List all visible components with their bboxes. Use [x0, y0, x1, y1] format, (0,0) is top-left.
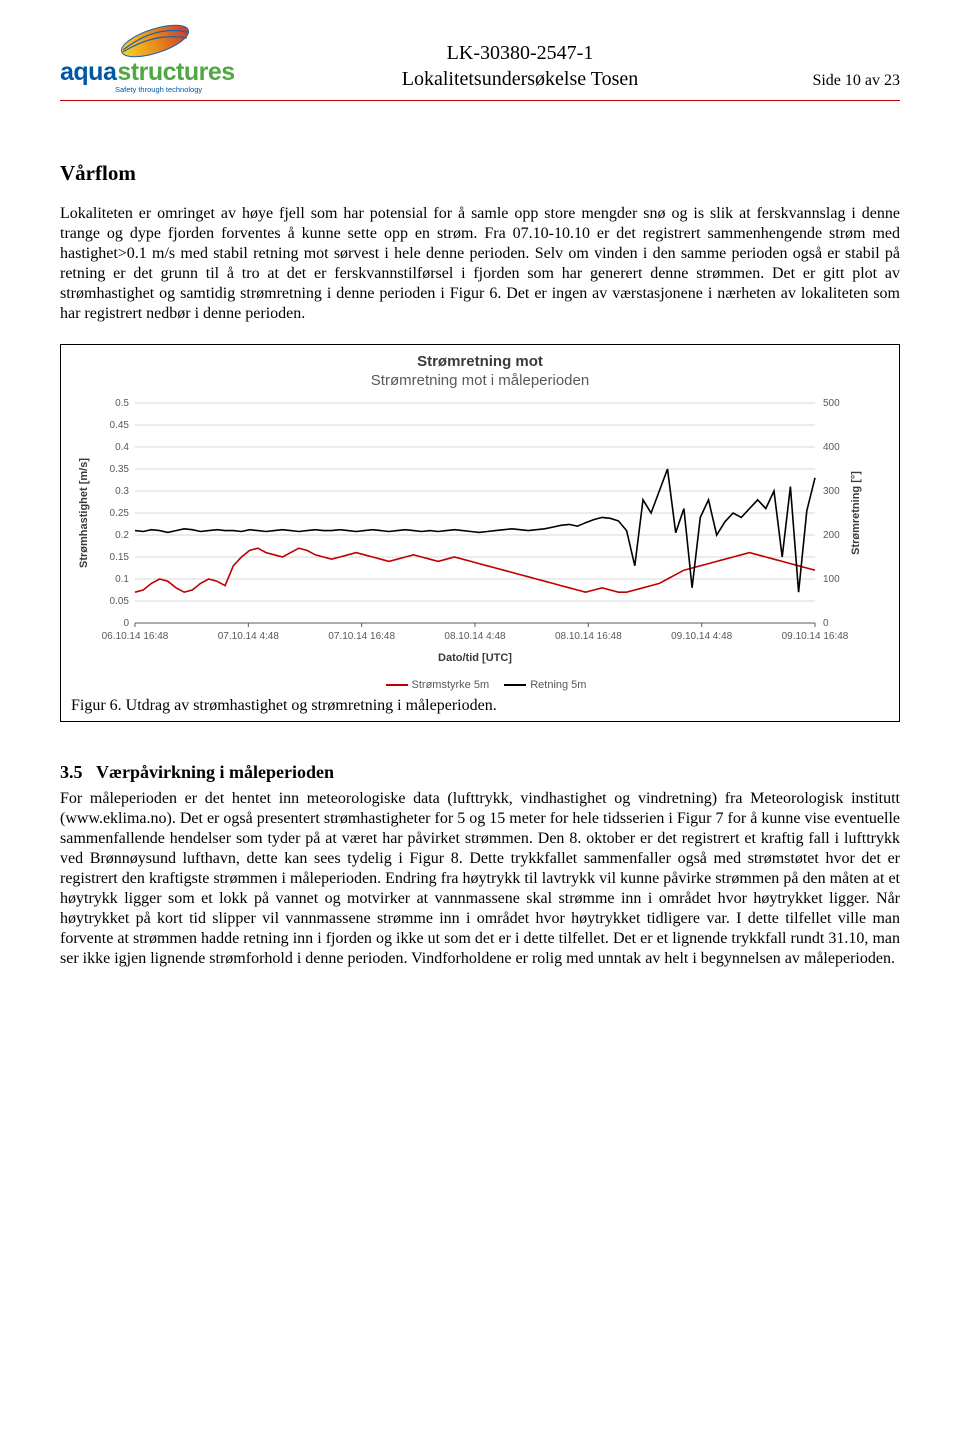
svg-text:0.15: 0.15	[110, 552, 130, 563]
logo-tagline: Safety through technology	[115, 85, 202, 94]
legend-swatch-series1	[386, 684, 408, 686]
legend-label-series2: Retning 5m	[530, 679, 586, 691]
page-header: aquastructures Safety through technology…	[60, 0, 900, 101]
svg-text:200: 200	[823, 530, 840, 541]
svg-text:07.10.14 16:48: 07.10.14 16:48	[328, 631, 395, 642]
svg-text:09.10.14 4:48: 09.10.14 4:48	[671, 631, 733, 642]
svg-text:Strømretning [°]: Strømretning [°]	[850, 471, 862, 555]
svg-text:0.4: 0.4	[115, 442, 129, 453]
svg-text:0.05: 0.05	[110, 596, 130, 607]
svg-text:Dato/tid [UTC]: Dato/tid [UTC]	[438, 652, 512, 664]
legend-label-series1: Strømstyrke 5m	[412, 679, 490, 691]
svg-text:0.1: 0.1	[115, 574, 129, 585]
figure-6-container: Strømretning mot Strømretning mot i måle…	[60, 344, 900, 722]
logo-text-structures: structures	[117, 58, 234, 87]
chart-legend: Strømstyrke 5m Retning 5m	[71, 679, 889, 691]
section-title-varflom: Vårflom	[60, 161, 900, 186]
svg-text:06.10.14 16:48: 06.10.14 16:48	[102, 631, 169, 642]
svg-text:400: 400	[823, 442, 840, 453]
svg-text:0.5: 0.5	[115, 398, 129, 409]
header-title-block: LK-30380-2547-1 Lokalitetsundersøkelse T…	[260, 40, 780, 94]
svg-text:100: 100	[823, 574, 840, 585]
svg-text:0.35: 0.35	[110, 464, 130, 475]
svg-text:0.25: 0.25	[110, 508, 130, 519]
svg-text:08.10.14 4:48: 08.10.14 4:48	[444, 631, 506, 642]
page-number: Side 10 av 23	[780, 72, 900, 94]
chart-title-sub: Strømretning mot i måleperioden	[71, 372, 889, 389]
chart-title-main: Strømretning mot	[71, 353, 889, 370]
svg-text:09.10.14 16:48: 09.10.14 16:48	[782, 631, 849, 642]
svg-text:0.45: 0.45	[110, 420, 130, 431]
svg-text:Strømhastighet [m/s]: Strømhastighet [m/s]	[78, 458, 90, 568]
svg-text:0.2: 0.2	[115, 530, 129, 541]
svg-text:08.10.14 16:48: 08.10.14 16:48	[555, 631, 622, 642]
svg-text:07.10.14 4:48: 07.10.14 4:48	[218, 631, 280, 642]
section-35-num: 3.5	[60, 762, 96, 783]
svg-text:0: 0	[823, 618, 829, 629]
section-35-heading: 3.5Værpåvirkning i måleperioden	[60, 762, 900, 783]
logo: aquastructures Safety through technology	[60, 20, 260, 94]
svg-text:0.3: 0.3	[115, 486, 129, 497]
paragraph-varflom: Lokaliteten er omringet av høye fjell so…	[60, 204, 900, 324]
svg-text:300: 300	[823, 486, 840, 497]
figure-6-caption: Figur 6. Utdrag av strømhastighet og str…	[71, 697, 889, 715]
doc-id: LK-30380-2547-1	[260, 40, 780, 66]
paragraph-35: For måleperioden er det hentet inn meteo…	[60, 789, 900, 969]
svg-text:0: 0	[123, 618, 129, 629]
chart-svg: 0 0.05 0.1 0.15 0.2 0.25 0.3 0.35 0.4 0.45 0.5 0 100…	[71, 395, 871, 675]
logo-swirl-icon	[115, 20, 195, 62]
svg-text:500: 500	[823, 398, 840, 409]
doc-title: Lokalitetsundersøkelse Tosen	[260, 66, 780, 92]
legend-swatch-series2	[504, 684, 526, 686]
chart: Strømretning mot Strømretning mot i måle…	[71, 353, 889, 691]
section-35-title: Værpåvirkning i måleperioden	[96, 762, 334, 782]
logo-text-aqua: aqua	[60, 58, 116, 87]
